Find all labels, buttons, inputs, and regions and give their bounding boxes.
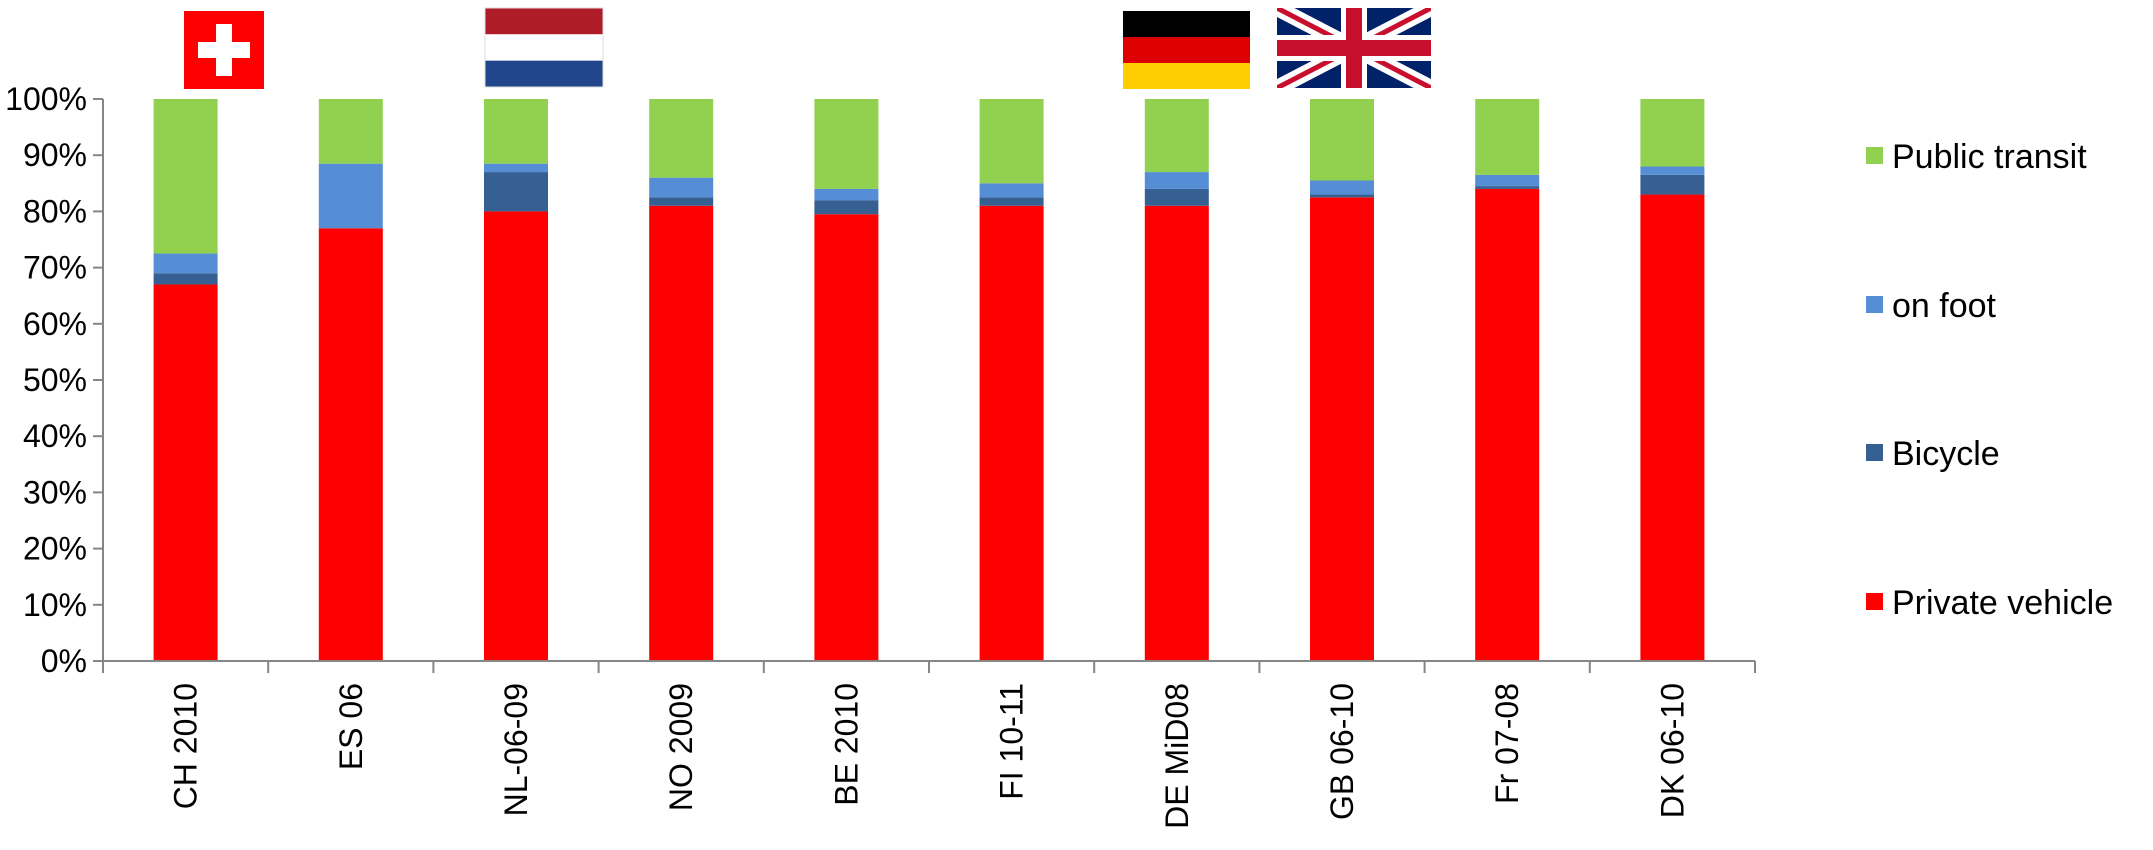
y-tick-label: 10% [23, 587, 87, 623]
legend-item-public-transit: Public transit [1866, 138, 2087, 176]
bar-segment-public-transit [814, 99, 879, 189]
flags-row [184, 7, 1431, 89]
bar-segment-private-vehicle [1144, 205, 1209, 661]
legend-label: on foot [1892, 287, 1997, 325]
bar-segment-on-foot [153, 253, 218, 274]
bar-segment-public-transit [649, 99, 714, 178]
bar-segment-on-foot [484, 163, 548, 173]
x-category-label: DK 06-10 [1654, 683, 1690, 818]
x-category-label: ES 06 [333, 683, 369, 770]
bar-segment-private-vehicle [1640, 194, 1705, 662]
bar-stack-ch-2010 [153, 99, 218, 661]
bar-stack-nl-06-09 [484, 99, 548, 661]
bar-segment-public-transit [153, 99, 218, 254]
legend: Public transit on foot Bicycle Private vehi… [1866, 138, 2113, 622]
legend-item-private-vehicle: Private vehicle [1866, 584, 2113, 622]
bar-segment-private-vehicle [814, 214, 879, 661]
bar-segment-private-vehicle [153, 284, 218, 661]
bar-stack-dk-06-10 [1640, 99, 1705, 662]
bar-segment-on-foot [1310, 180, 1374, 195]
x-category-label: DE MiD08 [1159, 683, 1195, 829]
bar-segment-private-vehicle [1475, 188, 1540, 662]
bar-segment-on-foot [979, 183, 1044, 198]
x-category-label: GB 06-10 [1324, 683, 1360, 820]
bar-segment-public-transit [1310, 99, 1374, 181]
x-category-label: NO 2009 [663, 683, 699, 811]
y-tick-label: 70% [23, 250, 87, 286]
legend-label: Private vehicle [1892, 584, 2113, 622]
bar-segment-bicycle [814, 200, 879, 215]
y-tick-label: 60% [23, 306, 87, 342]
legend-label: Public transit [1892, 138, 2087, 176]
bar-segment-public-transit [1640, 99, 1705, 167]
bar-stack-no-2009 [649, 99, 714, 661]
bar-segment-public-transit [1475, 99, 1540, 175]
bar-segment-private-vehicle [979, 205, 1044, 661]
y-tick-label: 20% [23, 531, 87, 567]
legend-item-bicycle: Bicycle [1866, 435, 2000, 473]
legend-label: Bicycle [1892, 435, 2000, 473]
x-axis: CH 2010 ES 06 NL-06-09 NO 2009 BE 2010 FI 10-… [102, 660, 1756, 829]
bar-segment-bicycle [649, 197, 714, 206]
x-category-label: BE 2010 [828, 683, 864, 806]
switzerland-flag-icon [184, 11, 264, 89]
bar-segment-on-foot [814, 188, 879, 201]
legend-swatch [1866, 147, 1883, 164]
bar-segment-public-transit [1144, 99, 1209, 173]
y-tick-label: 80% [23, 193, 87, 229]
y-tick-label: 30% [23, 474, 87, 510]
bar-segment-on-foot [1144, 172, 1209, 189]
legend-item-on-foot: on foot [1866, 287, 1997, 325]
bar-stack-be-2010 [814, 99, 879, 661]
y-tick-label: 0% [41, 643, 87, 679]
x-category-label: NL-06-09 [498, 683, 534, 816]
bars [153, 99, 1705, 662]
bar-segment-bicycle [979, 197, 1044, 206]
x-category-label: Fr 07-08 [1489, 683, 1525, 804]
legend-swatch [1866, 296, 1883, 313]
bar-segment-private-vehicle [318, 228, 383, 661]
y-axis: 0% 10% 20% 30% 40% 50% 60% 70% 80% 90% 100% [5, 81, 104, 679]
bar-segment-on-foot [649, 177, 714, 198]
bar-stack-gb-06-10 [1310, 99, 1374, 661]
y-tick-label: 50% [23, 362, 87, 398]
legend-swatch [1866, 593, 1883, 610]
bar-segment-private-vehicle [649, 205, 714, 661]
bar-stack-fi-10-11 [979, 99, 1044, 661]
y-tick-label: 40% [23, 418, 87, 454]
bar-segment-bicycle [484, 172, 548, 212]
bar-segment-private-vehicle [1310, 197, 1374, 661]
bar-stack-de-mid08 [1144, 99, 1209, 661]
x-category-label: FI 10-11 [994, 683, 1030, 800]
germany-flag-icon [1123, 11, 1250, 89]
y-tick-label: 100% [5, 81, 87, 117]
bar-segment-bicycle [1144, 188, 1209, 206]
bar-segment-bicycle [153, 273, 218, 285]
legend-swatch [1866, 444, 1883, 461]
bar-segment-public-transit [979, 99, 1044, 184]
bar-segment-bicycle [1640, 174, 1705, 195]
y-tick-label: 90% [23, 137, 87, 173]
netherlands-flag-icon [484, 7, 604, 88]
united-kingdom-flag-icon [1277, 8, 1431, 88]
bar-segment-bicycle [1310, 194, 1374, 198]
bar-segment-public-transit [318, 99, 383, 164]
bar-segment-on-foot [1475, 174, 1540, 187]
bar-stack-fr-07-08 [1475, 99, 1540, 662]
bar-stack-es-06 [318, 99, 383, 661]
bar-segment-public-transit [484, 99, 548, 164]
x-category-label: CH 2010 [168, 683, 204, 809]
bar-segment-on-foot [1640, 166, 1705, 175]
bar-segment-on-foot [318, 163, 383, 229]
bar-segment-bicycle [1475, 186, 1540, 189]
bar-segment-private-vehicle [484, 211, 548, 661]
